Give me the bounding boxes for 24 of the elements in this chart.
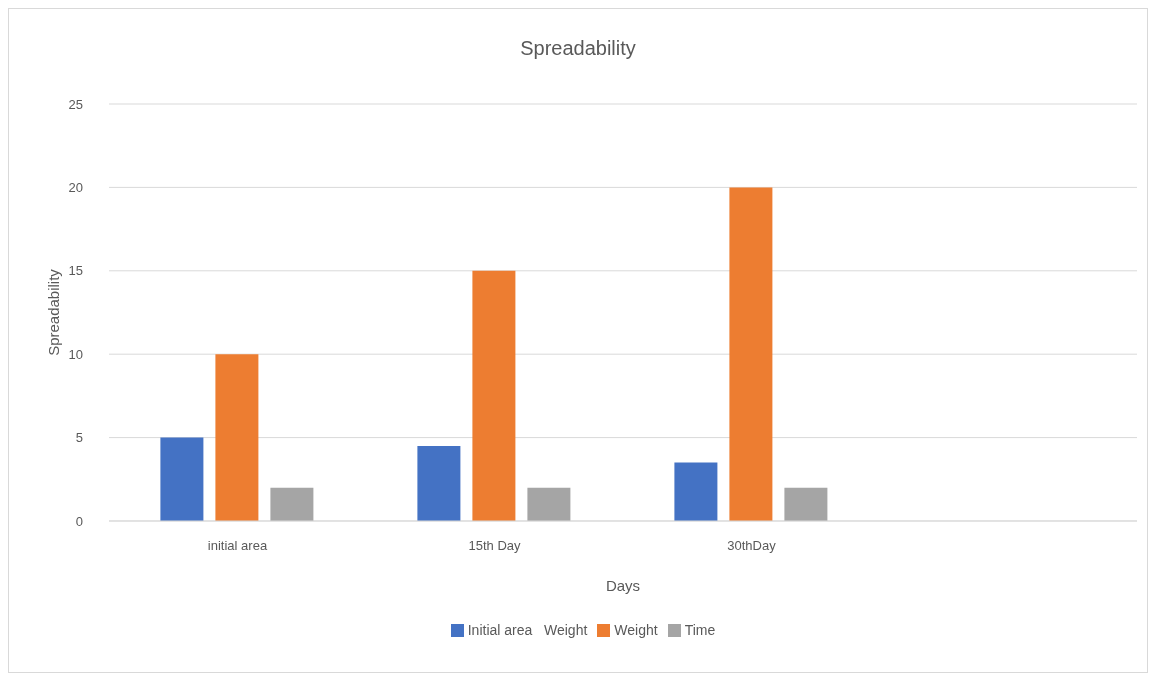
bar: [160, 437, 204, 521]
x-tick-label: initial area: [207, 538, 268, 554]
y-tick-label: 15: [68, 263, 83, 279]
y-tick-label: 5: [75, 430, 83, 446]
chart-title: Spreadability: [519, 37, 637, 60]
y-tick-label: 0: [75, 513, 83, 529]
bar: [215, 354, 259, 521]
y-axis-title: Spreadability: [45, 268, 63, 356]
x-tick-label: 30thDay: [727, 538, 777, 554]
x-axis-title: Days: [605, 577, 641, 594]
bar: [527, 487, 571, 521]
bar: [270, 487, 314, 521]
bar: [674, 462, 718, 521]
bar: [784, 487, 828, 521]
bar: [729, 187, 773, 521]
legend-label: Weight: [614, 622, 658, 638]
y-tick-label: 25: [68, 96, 83, 112]
legend-label: Time: [684, 622, 716, 638]
bar: [472, 270, 516, 521]
x-tick-label: 15th Day: [468, 538, 522, 554]
bar: [417, 445, 461, 521]
legend-label: Initial area Weight: [467, 622, 588, 638]
y-tick-label: 10: [68, 346, 83, 362]
y-tick-label: 20: [68, 180, 83, 196]
